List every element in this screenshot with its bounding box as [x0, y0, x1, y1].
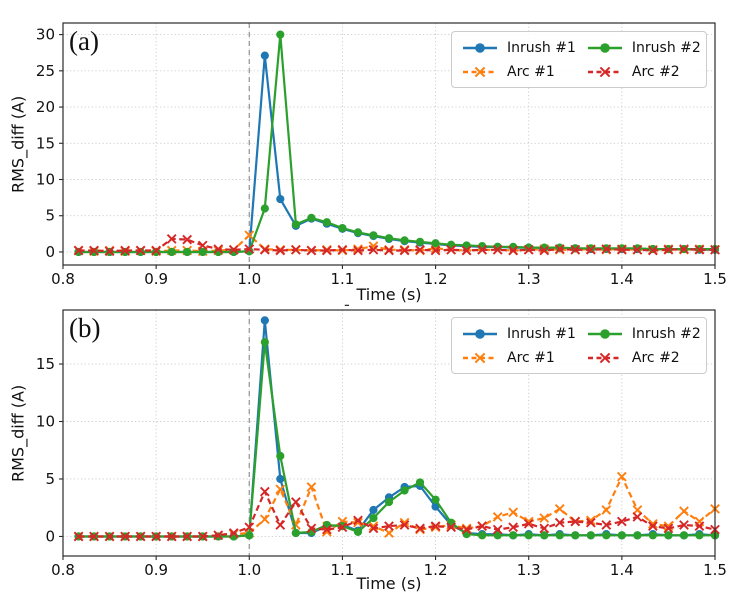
- series-line-arc-2: [78, 490, 716, 538]
- y-tick-label: 10: [36, 171, 55, 189]
- axes-frame: [62, 309, 716, 557]
- legend-b: Inrush #1 Inrush #2 Arc #1 Arc #2: [451, 317, 707, 374]
- series-line-arc-1: [78, 475, 716, 538]
- x-tick-label: 1.4: [610, 561, 634, 579]
- y-tick-label: 10: [36, 413, 55, 431]
- legend-label-arc-2: Arc #2: [631, 349, 680, 366]
- x-tick-label: 1.0: [237, 561, 261, 579]
- series-markers-arc-2: [73, 234, 720, 257]
- y-tick-label: 15: [36, 355, 55, 373]
- legend-sample-inrush-1: [463, 42, 497, 53]
- y-tick-label: 20: [36, 98, 55, 116]
- legend-sample-arc-1: [463, 352, 497, 363]
- legend-sample-arc-1: [463, 66, 497, 77]
- legend-label-inrush-1: Inrush #1: [507, 325, 576, 342]
- y-axis-label-a: RMS_diff (A): [8, 95, 28, 193]
- legend-entry-inrush-2: Inrush #2: [586, 37, 701, 58]
- legend-label-inrush-1: Inrush #1: [507, 39, 576, 56]
- series-line-arc-2: [78, 237, 715, 253]
- y-tick-label: 0: [45, 527, 55, 545]
- legend-entry-arc-1: Arc #1: [461, 61, 576, 82]
- x-tick-label: 1.5: [703, 561, 727, 579]
- x-tick-label: 1.2: [424, 561, 448, 579]
- x-axis-label-a: Time (s): [356, 285, 422, 304]
- x-tick-label: 0.8: [51, 270, 75, 288]
- legend-label-arc-1: Arc #1: [507, 63, 555, 80]
- x-tick-label: 1.1: [330, 270, 354, 288]
- stray-dash: -: [344, 295, 350, 314]
- legend-entry-arc-2: Arc #2: [586, 347, 701, 368]
- legend-entry-inrush-2: Inrush #2: [586, 323, 701, 344]
- legend-label-inrush-2: Inrush #2: [631, 39, 701, 56]
- x-tick-label: 1.1: [330, 561, 354, 579]
- x-tick-label: 0.9: [144, 561, 168, 579]
- legend-label-arc-2: Arc #2: [631, 63, 680, 80]
- x-tick-label: 1.2: [424, 270, 448, 288]
- legend-sample-arc-2: [587, 352, 622, 363]
- y-tick-label: 5: [45, 207, 55, 225]
- series-markers-arc-2: [73, 486, 720, 542]
- x-tick-label: 1.4: [610, 270, 634, 288]
- y-tick-label: 5: [45, 470, 55, 488]
- legend-entry-arc-1: Arc #1: [461, 347, 576, 368]
- panel-label-a: (a): [69, 26, 99, 56]
- legend-entry-inrush-1: Inrush #1: [461, 323, 576, 344]
- legend-sample-arc-2: [587, 66, 622, 77]
- legend-a: Inrush #1 Inrush #2 Arc #1 Arc #2: [451, 31, 707, 88]
- y-tick-label: 15: [36, 134, 55, 152]
- y-tick-label: 25: [36, 62, 55, 80]
- y-tick-label: 30: [36, 26, 55, 44]
- x-axis-label-b: Time (s): [356, 574, 422, 593]
- y-tick-label: 0: [45, 243, 55, 261]
- x-tick-label: 0.9: [144, 270, 168, 288]
- legend-entry-arc-2: Arc #2: [586, 61, 701, 82]
- legend-label-inrush-2: Inrush #2: [631, 325, 701, 342]
- x-tick-label: 1.3: [517, 270, 541, 288]
- legend-label-arc-1: Arc #1: [507, 349, 555, 366]
- x-tick-label: 1.3: [517, 561, 541, 579]
- panel-label-b: (b): [69, 313, 101, 343]
- x-tick-label: 1.5: [703, 270, 727, 288]
- legend-sample-inrush-2: [587, 328, 622, 339]
- axes-frame: [62, 22, 716, 266]
- y-axis-label-b: RMS_diff (A): [8, 384, 28, 482]
- legend-sample-inrush-1: [463, 328, 497, 339]
- series-markers-arc-1: [73, 471, 720, 542]
- x-tick-label: 1.0: [237, 270, 261, 288]
- legend-entry-inrush-1: Inrush #1: [461, 37, 576, 58]
- legend-sample-inrush-2: [587, 42, 622, 53]
- x-tick-label: 0.8: [51, 561, 75, 579]
